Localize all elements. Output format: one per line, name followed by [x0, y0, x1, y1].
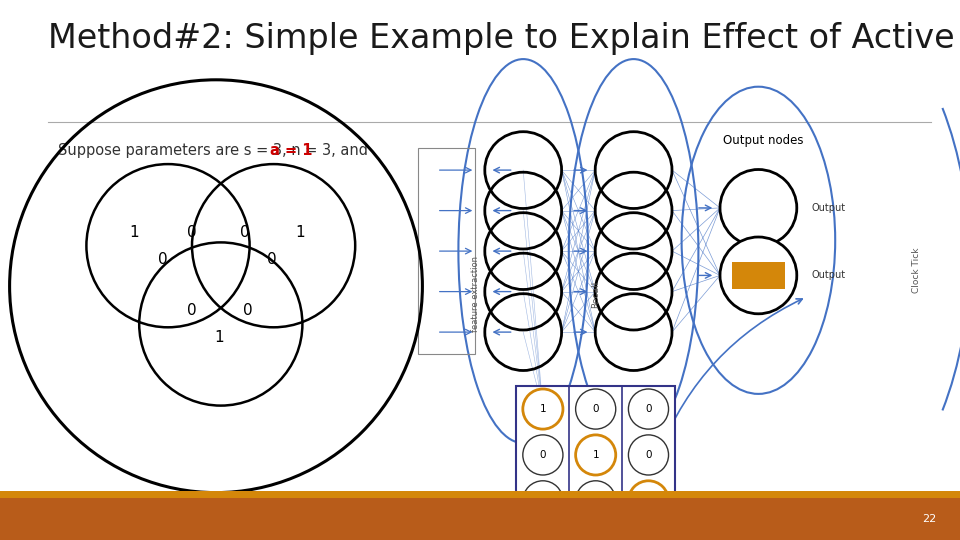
Text: 0: 0	[158, 252, 168, 267]
Bar	[418, 148, 475, 354]
Text: Output: Output	[811, 203, 846, 213]
Bar	[732, 262, 785, 289]
Text: 0: 0	[645, 404, 652, 414]
Text: C-system: C-system	[568, 537, 623, 540]
Bar	[516, 386, 675, 524]
Text: 1: 1	[214, 330, 224, 345]
Text: 0: 0	[592, 496, 599, 506]
Text: 1: 1	[592, 450, 599, 460]
Text: 1: 1	[296, 225, 305, 240]
Text: Method#2: Simple Example to Explain Effect of Active Units: Method#2: Simple Example to Explain Effe…	[48, 22, 960, 55]
Ellipse shape	[629, 389, 668, 429]
Text: 0: 0	[243, 303, 252, 318]
Text: 0: 0	[240, 225, 250, 240]
Text: Recall: Recall	[590, 281, 600, 308]
Ellipse shape	[576, 481, 615, 521]
Ellipse shape	[523, 481, 563, 521]
Text: 0: 0	[540, 450, 546, 460]
Text: Output: Output	[811, 271, 846, 280]
Ellipse shape	[523, 389, 563, 429]
Text: feature extraction: feature extraction	[470, 256, 480, 332]
Text: Clock-system: Clock-system	[170, 514, 262, 528]
Text: 0: 0	[267, 252, 276, 267]
Ellipse shape	[720, 237, 797, 314]
Text: 22: 22	[922, 514, 936, 524]
Ellipse shape	[523, 435, 563, 475]
Ellipse shape	[576, 389, 615, 429]
Text: 1: 1	[645, 496, 652, 506]
Text: 0: 0	[592, 404, 599, 414]
Ellipse shape	[576, 435, 615, 475]
Text: 0: 0	[540, 496, 546, 506]
Text: 0: 0	[645, 450, 652, 460]
Ellipse shape	[629, 435, 668, 475]
Ellipse shape	[720, 170, 797, 246]
Text: 1: 1	[130, 225, 139, 240]
Ellipse shape	[629, 481, 668, 521]
Text: Output nodes: Output nodes	[723, 134, 804, 147]
Text: 0: 0	[187, 225, 197, 240]
Text: a = 1: a = 1	[270, 143, 313, 158]
Bar	[0, 498, 960, 540]
Text: 1: 1	[540, 404, 546, 414]
Text: 0: 0	[187, 303, 197, 318]
Bar	[0, 491, 960, 498]
Text: Clock Tick: Clock Tick	[912, 247, 922, 293]
Text: Suppose parameters are s = 3, n = 3, and: Suppose parameters are s = 3, n = 3, and	[58, 143, 372, 158]
